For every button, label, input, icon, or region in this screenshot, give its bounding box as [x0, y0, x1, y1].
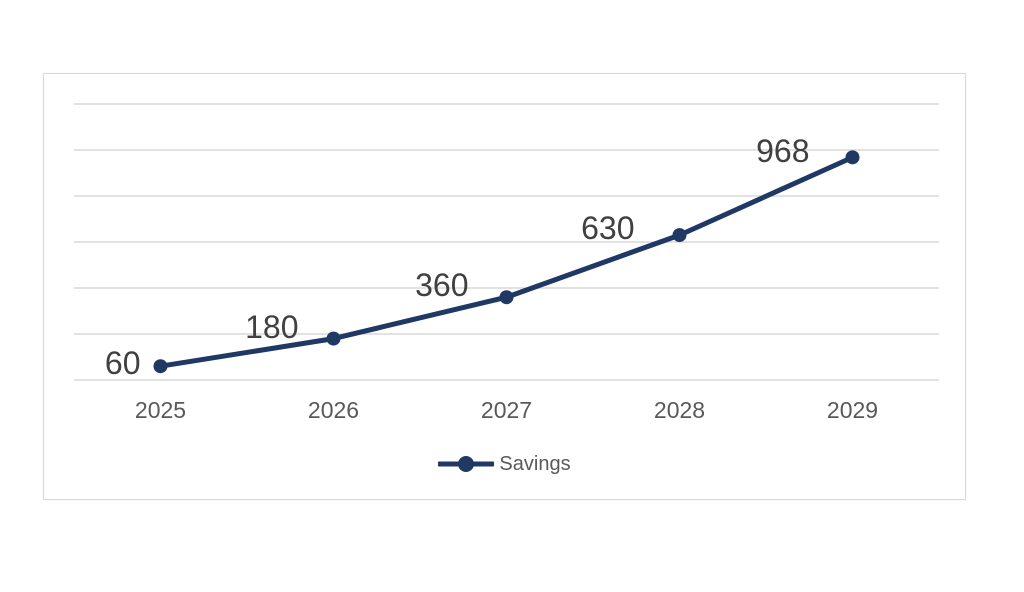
legend: Savings — [44, 454, 965, 474]
legend-line-marker-icon — [438, 456, 495, 472]
x-axis-label: 2029 — [826, 397, 879, 423]
data-label: 60 — [104, 345, 141, 382]
legend-label: Savings — [499, 453, 571, 475]
data-label: 630 — [581, 210, 635, 247]
plot-area — [74, 103, 939, 381]
x-axis-label: 2027 — [480, 397, 533, 423]
data-label: 180 — [245, 308, 299, 345]
data-label: 360 — [415, 267, 469, 304]
x-axis-label: 2028 — [653, 397, 706, 423]
savings-line-chart: 60 180 360 630 968 2025 2026 2027 2028 2… — [43, 73, 966, 500]
x-axis-label: 2025 — [134, 397, 187, 423]
x-axis-label: 2026 — [307, 397, 360, 423]
data-label: 968 — [756, 133, 810, 170]
